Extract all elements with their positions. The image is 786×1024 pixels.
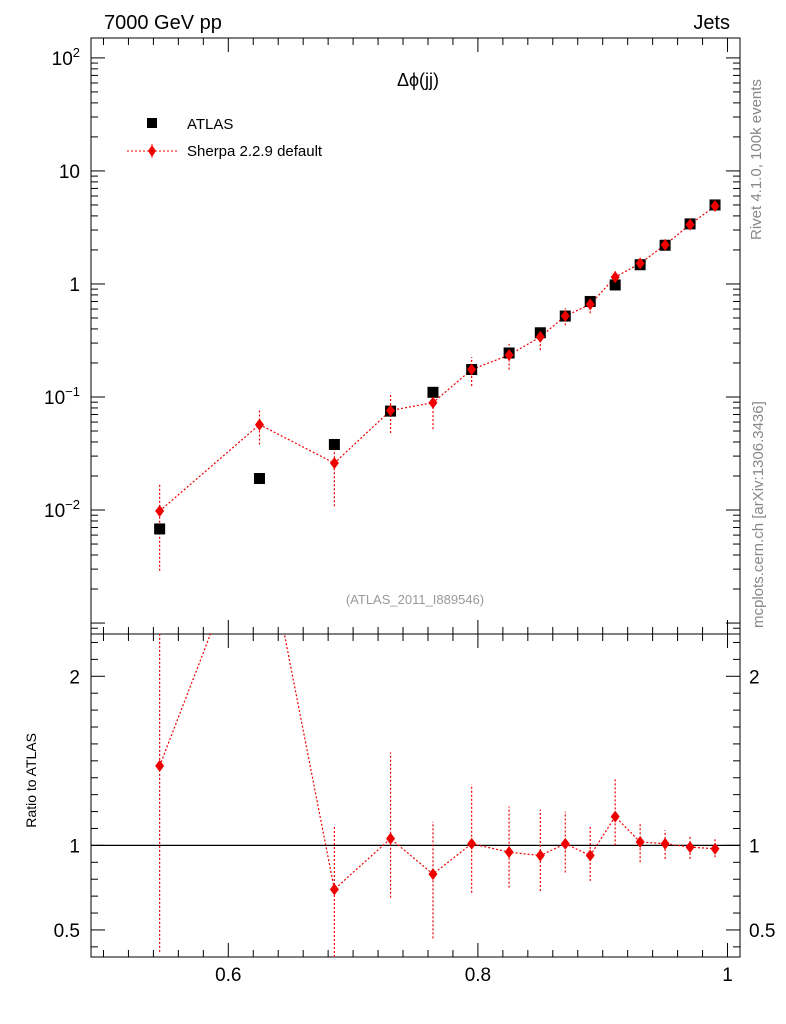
main-marks bbox=[154, 199, 721, 571]
ratio-y-tick-label-left: 2 bbox=[69, 667, 80, 688]
sherpa-point bbox=[428, 396, 438, 409]
x-tick-label: 1 bbox=[722, 965, 733, 986]
rivet-label: Rivet 4.1.0, 100k events bbox=[748, 79, 765, 240]
main-y-tick-label: 102 bbox=[52, 45, 80, 70]
main-y-tick-label: 1 bbox=[69, 275, 80, 296]
observable-title: Δϕ(jj) bbox=[397, 70, 439, 90]
process-label: Jets bbox=[693, 12, 730, 34]
ratio-point bbox=[428, 868, 438, 881]
sherpa-point bbox=[329, 457, 339, 470]
legend: ATLAS Sherpa 2.2.9 default bbox=[127, 116, 323, 160]
ratio-marks bbox=[155, 501, 720, 957]
ratio-axes: 0.5 0.5 1 1 2 2 0.6 0.8 1 bbox=[54, 633, 775, 986]
sherpa-point bbox=[535, 330, 545, 343]
ratio-point bbox=[660, 837, 670, 850]
ratio-point bbox=[467, 837, 477, 850]
ratio-ylabel: Ratio to ATLAS bbox=[23, 733, 39, 828]
main-y-tick-label: 10−2 bbox=[44, 497, 80, 522]
legend-sherpa-marker bbox=[148, 145, 156, 157]
legend-atlas-marker bbox=[147, 118, 157, 128]
sherpa-point bbox=[610, 271, 620, 284]
sherpa-point bbox=[585, 298, 595, 311]
ratio-point bbox=[535, 849, 545, 862]
atlas-point bbox=[154, 523, 166, 535]
ratio-y-tick-label-right: 2 bbox=[749, 667, 760, 688]
sherpa-point bbox=[504, 349, 514, 362]
ratio-point bbox=[329, 883, 339, 896]
main-y-tick-label: 10 bbox=[59, 162, 80, 183]
x-tick-label: 0.6 bbox=[215, 965, 241, 986]
ratio-point bbox=[255, 501, 264, 513]
ratio-point bbox=[635, 836, 645, 849]
ratio-line bbox=[159, 634, 716, 891]
main-y-tick-label: 10−1 bbox=[44, 384, 80, 409]
sherpa-point bbox=[560, 310, 570, 323]
atlas-point bbox=[609, 279, 621, 291]
ratio-point bbox=[710, 842, 720, 855]
ratio-point bbox=[504, 846, 514, 859]
atlas-point bbox=[253, 473, 265, 485]
sherpa-point bbox=[254, 418, 264, 431]
atlas-point bbox=[427, 386, 439, 398]
ratio-y-tick-label-left: 0.5 bbox=[54, 921, 80, 942]
sherpa-point bbox=[467, 363, 477, 376]
ratio-y-tick-label-right: 1 bbox=[749, 836, 760, 857]
sherpa-point bbox=[710, 199, 720, 212]
sherpa-point bbox=[635, 257, 645, 270]
legend-sherpa-label: Sherpa 2.2.9 default bbox=[187, 143, 323, 160]
ratio-point bbox=[155, 759, 165, 772]
sherpa-line bbox=[159, 205, 716, 512]
ratio-frame bbox=[90, 633, 741, 958]
site-label: mcplots.cern.ch [arXiv:1306.3436] bbox=[750, 401, 767, 628]
ratio-clipped bbox=[155, 501, 720, 957]
legend-atlas-label: ATLAS bbox=[187, 116, 233, 133]
ratio-y-tick-label-right: 0.5 bbox=[749, 921, 775, 942]
ratio-point bbox=[560, 837, 570, 850]
analysis-label: (ATLAS_2011_I889546) bbox=[346, 592, 484, 607]
ratio-point bbox=[386, 832, 396, 845]
sherpa-point bbox=[660, 238, 670, 251]
sherpa-point bbox=[386, 404, 396, 417]
ratio-y-tick-label-left: 1 bbox=[69, 836, 80, 857]
sherpa-point bbox=[685, 218, 695, 231]
sherpa-point bbox=[155, 505, 165, 518]
ratio-point bbox=[585, 849, 595, 862]
ratio-point bbox=[610, 810, 620, 823]
energy-label: 7000 GeV pp bbox=[104, 12, 222, 34]
atlas-point bbox=[328, 438, 340, 450]
ratio-point bbox=[685, 841, 695, 854]
x-tick-label: 0.8 bbox=[465, 965, 491, 986]
